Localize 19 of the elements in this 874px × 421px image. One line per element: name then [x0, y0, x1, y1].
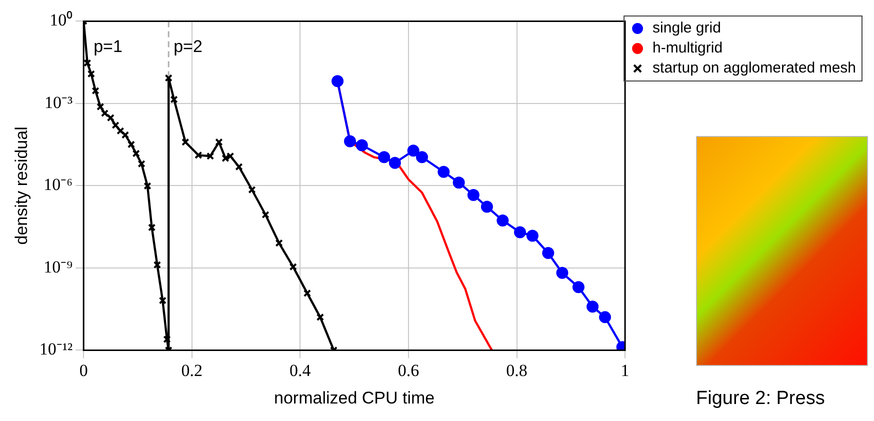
legend-label: single grid: [652, 20, 721, 37]
y-tick-label: 10⁻¹²: [39, 340, 73, 359]
y-axis-title: density residual: [12, 126, 31, 245]
x-tick-label: 1: [620, 360, 630, 380]
legend-label: h-multigrid: [652, 40, 723, 57]
annotation: p=2: [174, 36, 202, 56]
x-tick-label: 0.8: [506, 360, 528, 380]
x-tick-label: 0: [79, 360, 88, 380]
x-tick-label: 0.6: [398, 360, 420, 380]
x-tick-label: 0.2: [181, 360, 203, 380]
annotation: p=1: [94, 36, 122, 56]
legend-label: startup on agglomerated mesh: [652, 60, 856, 77]
caption: Figure 2: Press: [696, 388, 825, 410]
x-tick-label: 0.4: [290, 360, 312, 380]
y-tick-label: 10⁻⁹: [44, 257, 73, 276]
y-tick-label: 10⁻⁶: [44, 175, 73, 194]
x-axis-title: normalized CPU time: [274, 388, 435, 408]
y-tick-label: 10⁻³: [44, 92, 73, 112]
y-tick-label: 10⁰: [50, 10, 73, 30]
